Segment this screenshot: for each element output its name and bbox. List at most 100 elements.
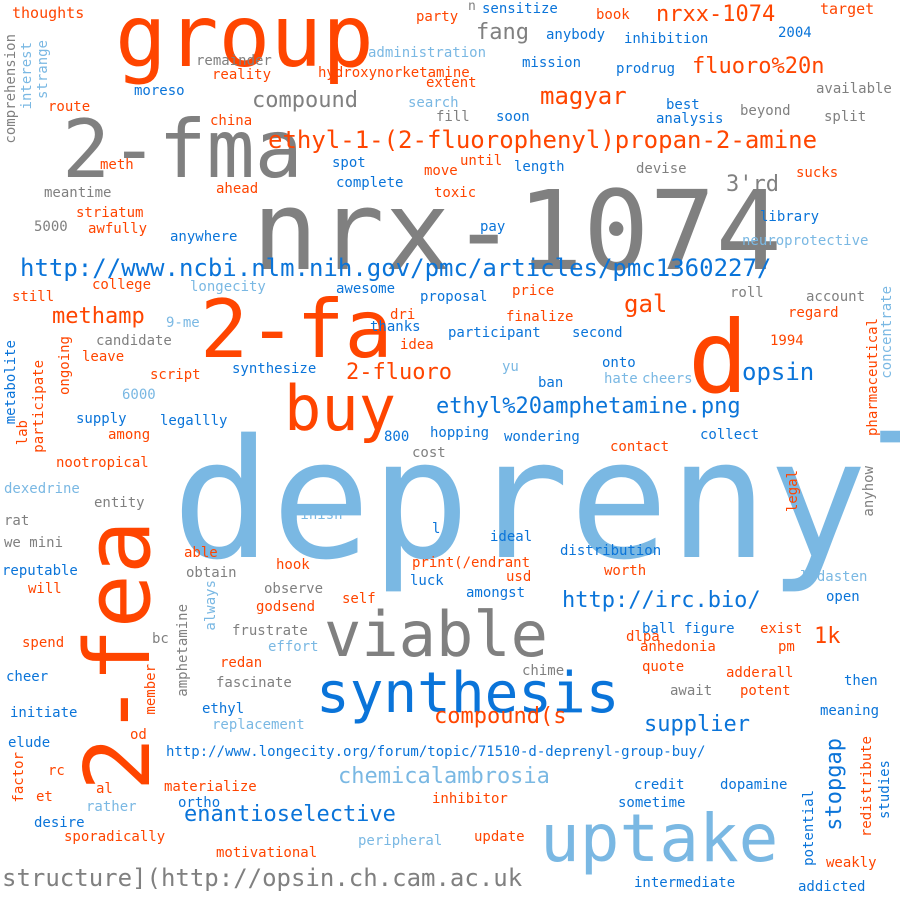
word-cloud-term: redistribute [859,736,875,838]
word-cloud-term: lab [15,420,31,446]
word-cloud-term: ahead [216,181,259,197]
word-cloud-term: metabolite [3,340,19,425]
word-cloud-term: elude [8,735,51,751]
word-cloud-term: moreso [134,83,185,99]
word-cloud-term: dopamine [720,777,788,793]
word-cloud-term: thoughts [12,4,85,22]
word-cloud-term: http://irc.bio/ [562,588,761,613]
word-cloud-term: participant [448,325,541,341]
word-cloud-term: dri [390,307,416,323]
word-cloud-term: 2-fma [62,103,303,196]
word-cloud-term: book [596,7,630,23]
word-cloud-term: compound [252,88,358,113]
word-cloud-term: legallly [160,413,228,429]
word-cloud-term: ideal [490,529,533,545]
word-cloud-term: hook [276,557,310,573]
word-cloud-term: factor [11,752,27,803]
word-cloud-term: enantioselective [184,802,396,827]
word-cloud-term: self [342,591,376,607]
word-cloud-term: magyar [540,82,627,110]
word-cloud-term: ladasten [800,569,868,585]
word-cloud-term: proposal [420,289,488,305]
word-cloud-term: cheer [6,669,49,685]
word-cloud-term: split [824,109,867,125]
word-cloud-term: nrx-1074 [252,167,782,295]
word-cloud-term: awfully [88,221,148,237]
word-cloud-term: 2-fea [66,520,171,791]
word-cloud-term: meantime [44,185,112,201]
word-cloud-term: rather [86,799,137,815]
word-cloud-term: pay [480,219,506,235]
word-cloud-term: redan [220,655,263,671]
word-cloud-term: meth [100,157,134,173]
word-cloud-term: potential [801,790,817,866]
word-cloud-term: worth [604,563,647,579]
word-cloud-term: structure](http://opsin.ch.cam.ac.uk [2,864,523,892]
word-cloud-term: anhedonia [640,639,716,655]
word-cloud-term: will [28,581,62,597]
word-cloud-term: amongst [466,585,526,601]
word-cloud-term: obtain [186,565,237,581]
word-cloud-term: al [96,781,113,797]
word-cloud-term: observe [264,581,324,597]
word-cloud-term: supply [76,411,127,427]
word-cloud-term: inhibition [624,31,709,47]
word-cloud-term: 2-fa [200,283,393,376]
word-cloud-term: print(/endrant [412,555,531,571]
word-cloud-term: fascinate [216,675,292,691]
word-cloud-term: potent [740,683,791,699]
word-cloud-term: script [150,367,201,383]
word-cloud-term: anywhere [170,229,238,245]
word-cloud-term: beyond [740,103,791,119]
word-cloud-term: cost [412,445,446,461]
word-cloud-term: cheers [642,371,693,387]
word-cloud-term: desire [34,815,85,831]
word-cloud-term: usd [506,569,532,585]
word-cloud-term: china [210,113,253,129]
word-cloud-term: ban [538,375,564,391]
word-cloud-term: meaning [820,703,880,719]
word-cloud-term: among [108,427,151,443]
word-cloud-term: opsin [742,358,815,386]
word-cloud-term: effort [268,639,319,655]
word-cloud-term: entity [94,495,145,511]
word-cloud-term: deprenyl [172,404,900,596]
word-cloud-term: devise [636,161,687,177]
word-cloud-term: motivational [216,845,318,861]
word-cloud-term: od [130,727,147,743]
word-cloud-term: library [760,209,820,225]
word-cloud-term: rat [4,513,30,529]
word-cloud-term: prodrug [616,61,676,77]
word-cloud-term: viable [324,598,548,671]
word-cloud-term: 3'rd [726,172,779,197]
word-cloud-term: ball [642,621,676,637]
word-cloud-term: administration [368,45,487,61]
word-cloud-term: studies [877,760,893,820]
word-cloud-term: frustrate [232,623,308,639]
word-cloud-term: anyhow [861,466,877,517]
word-cloud-term: rc [48,763,65,779]
word-cloud-term: contact [610,439,670,455]
word-cloud-term: update [474,829,525,845]
word-cloud-term: exist [760,621,803,637]
word-cloud-term: godsend [256,599,316,615]
word-cloud-term: sometime [618,795,686,811]
word-cloud-term: weakly [826,855,877,871]
word-cloud-term: chemicalambrosia [338,764,550,789]
word-cloud-term: awesome [336,281,396,297]
word-cloud-term: buy [284,372,396,445]
word-cloud-term: ortho [178,795,221,811]
word-cloud-term: 9-me [166,315,200,331]
word-cloud-term: ongoing [57,336,73,396]
word-cloud-term: comprehension [3,34,19,144]
word-cloud-term: party [416,9,459,25]
word-cloud-term: 6000 [122,387,156,403]
word-cloud-term: reality [212,67,272,83]
word-cloud-term: et [36,789,53,805]
word-cloud-term: regard [788,305,839,321]
word-cloud-term: d [688,299,749,416]
word-cloud-term: toxic [434,185,477,201]
word-cloud-term: fluoro%20n [692,54,825,79]
word-cloud-term: analysis [656,111,724,127]
word-cloud-term: participate [31,360,47,453]
